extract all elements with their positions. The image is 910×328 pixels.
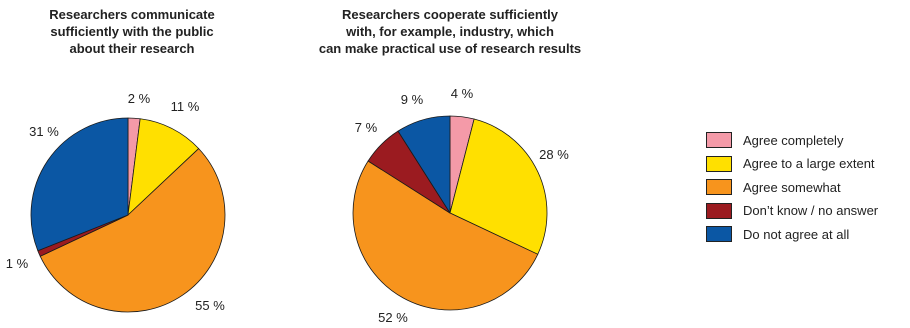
pie-slice-agree-somewhat bbox=[39, 148, 226, 313]
legend: Agree completely Agree to a large extent… bbox=[706, 131, 878, 249]
data-label-do-not-agree: 9 % bbox=[401, 92, 424, 107]
pie-chart-communicate: 2 % 11 % 55 % 1 % 31 % bbox=[6, 91, 226, 313]
legend-label: Agree completely bbox=[743, 132, 844, 148]
legend-item-do-not-agree: Do not agree at all bbox=[706, 225, 878, 243]
legend-item-agree-large-extent: Agree to a large extent bbox=[706, 155, 878, 173]
data-label-do-not-agree: 31 % bbox=[29, 124, 59, 139]
pie-chart-cooperate: 4 % 28 % 52 % 7 % 9 % bbox=[352, 86, 569, 325]
legend-item-agree-completely: Agree completely bbox=[706, 131, 878, 149]
data-label-agree-somewhat: 52 % bbox=[378, 310, 408, 325]
data-label-dont-know: 7 % bbox=[355, 120, 378, 135]
legend-label: Agree to a large extent bbox=[743, 156, 875, 171]
legend-label: Agree somewhat bbox=[743, 179, 841, 195]
legend-label: Do not agree at all bbox=[743, 226, 850, 242]
data-label-agree-somewhat: 55 % bbox=[195, 298, 225, 313]
chart-title-cooperate: Researchers cooperate sufficiently with,… bbox=[318, 7, 582, 56]
pie-slice-agree-large-extent bbox=[449, 118, 548, 255]
legend-item-dont-know: Don’t know / no answer bbox=[706, 202, 878, 220]
data-label-dont-know: 1 % bbox=[6, 256, 29, 271]
pie-slice-agree-somewhat bbox=[352, 160, 539, 311]
data-label-agree-large-extent: 28 % bbox=[539, 147, 569, 162]
legend-item-agree-somewhat: Agree somewhat bbox=[706, 178, 878, 196]
pie-slice-agree-large-extent bbox=[127, 118, 200, 216]
legend-swatch bbox=[706, 179, 732, 195]
legend-swatch bbox=[706, 155, 732, 172]
legend-swatch bbox=[706, 226, 732, 242]
pie-slice-do-not-agree bbox=[397, 115, 451, 214]
legend-label: Don’t know / no answer bbox=[743, 203, 879, 218]
legend-swatch bbox=[706, 132, 732, 148]
legend-swatch bbox=[706, 202, 732, 219]
pie-slice-do-not-agree bbox=[30, 117, 129, 252]
data-label-agree-large-extent: 11 % bbox=[171, 99, 200, 114]
data-label-agree-completely: 2 % bbox=[128, 91, 151, 106]
chart-title-communicate: Researchers communicate sufficiently wit… bbox=[49, 7, 215, 56]
data-label-agree-completely: 4 % bbox=[451, 86, 474, 101]
